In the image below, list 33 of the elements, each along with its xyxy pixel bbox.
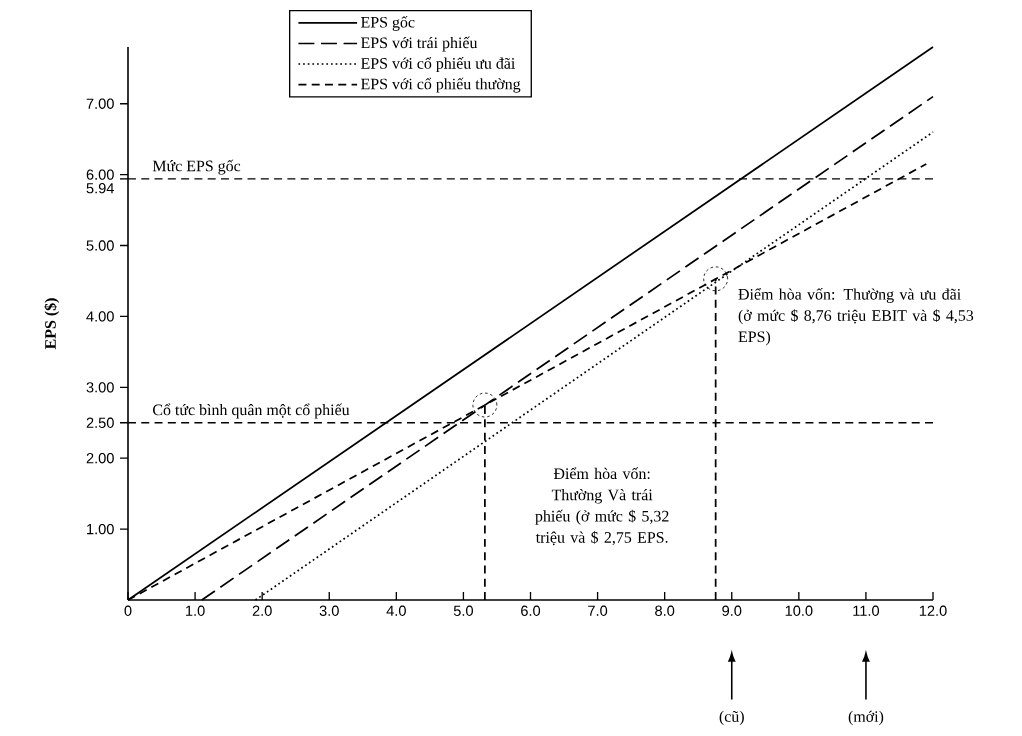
text: (mới)	[848, 710, 884, 726]
text: (cũ)	[719, 710, 744, 726]
x-tick-label: 9.0	[722, 605, 742, 616]
x-tick-label: 5.0	[453, 605, 473, 616]
y-tick-label: 3.00	[86, 382, 114, 393]
ref-line-label: Mức EPS gốc	[152, 159, 241, 175]
annotation: Điểm hòa vốn: Thường và ưu đãi (ở mức $ 8,76 triệu EBIT và $ 4,53 EPS)	[738, 287, 974, 346]
annotation: Điểm hòa vốn: Thường Và trái phiếu (ở mức $ 5,32 triệu và $ 2,75 EPS.	[535, 467, 669, 546]
y-tick-label: 4.00	[86, 311, 114, 322]
y-tick-label: 2.00	[86, 453, 114, 464]
y-tick-label: 2.50	[86, 417, 114, 428]
x-tick-label: 11.0	[853, 605, 880, 616]
legend-label: EPS với cổ phiếu thường	[361, 77, 521, 93]
y-tick-label: 5.00	[86, 240, 114, 251]
x-tick-label: 1.0	[186, 605, 205, 616]
x-tick-label: 2.0	[252, 605, 272, 616]
y-tick-label: 5.94	[86, 183, 114, 194]
x-tick-label: 4.0	[386, 605, 406, 616]
y-tick-label: 7.00	[86, 98, 114, 109]
legend-label: EPS với trái phiếu	[361, 36, 478, 52]
x-tick-label: 6.0	[521, 605, 541, 616]
y-tick-label: 1.00	[87, 523, 114, 535]
legend-label: EPS với cổ phiếu ưu đãi	[361, 57, 516, 73]
x-tick-label: 3.0	[319, 605, 339, 616]
x-tick-label: 7.0	[588, 605, 608, 616]
x-tick-label: 10.0	[785, 605, 813, 616]
y-axis-title: EPS ($)	[44, 298, 60, 350]
x-tick-label: 0	[124, 605, 132, 616]
ref-line-label: Cổ tức bình quân một cổ phiếu	[153, 403, 350, 419]
legend-label: EPS gốc	[361, 15, 415, 31]
x-tick-label: 8.0	[655, 605, 675, 616]
x-tick-label: 12.0	[919, 605, 947, 616]
y-tick-label: 6.00	[86, 169, 114, 180]
